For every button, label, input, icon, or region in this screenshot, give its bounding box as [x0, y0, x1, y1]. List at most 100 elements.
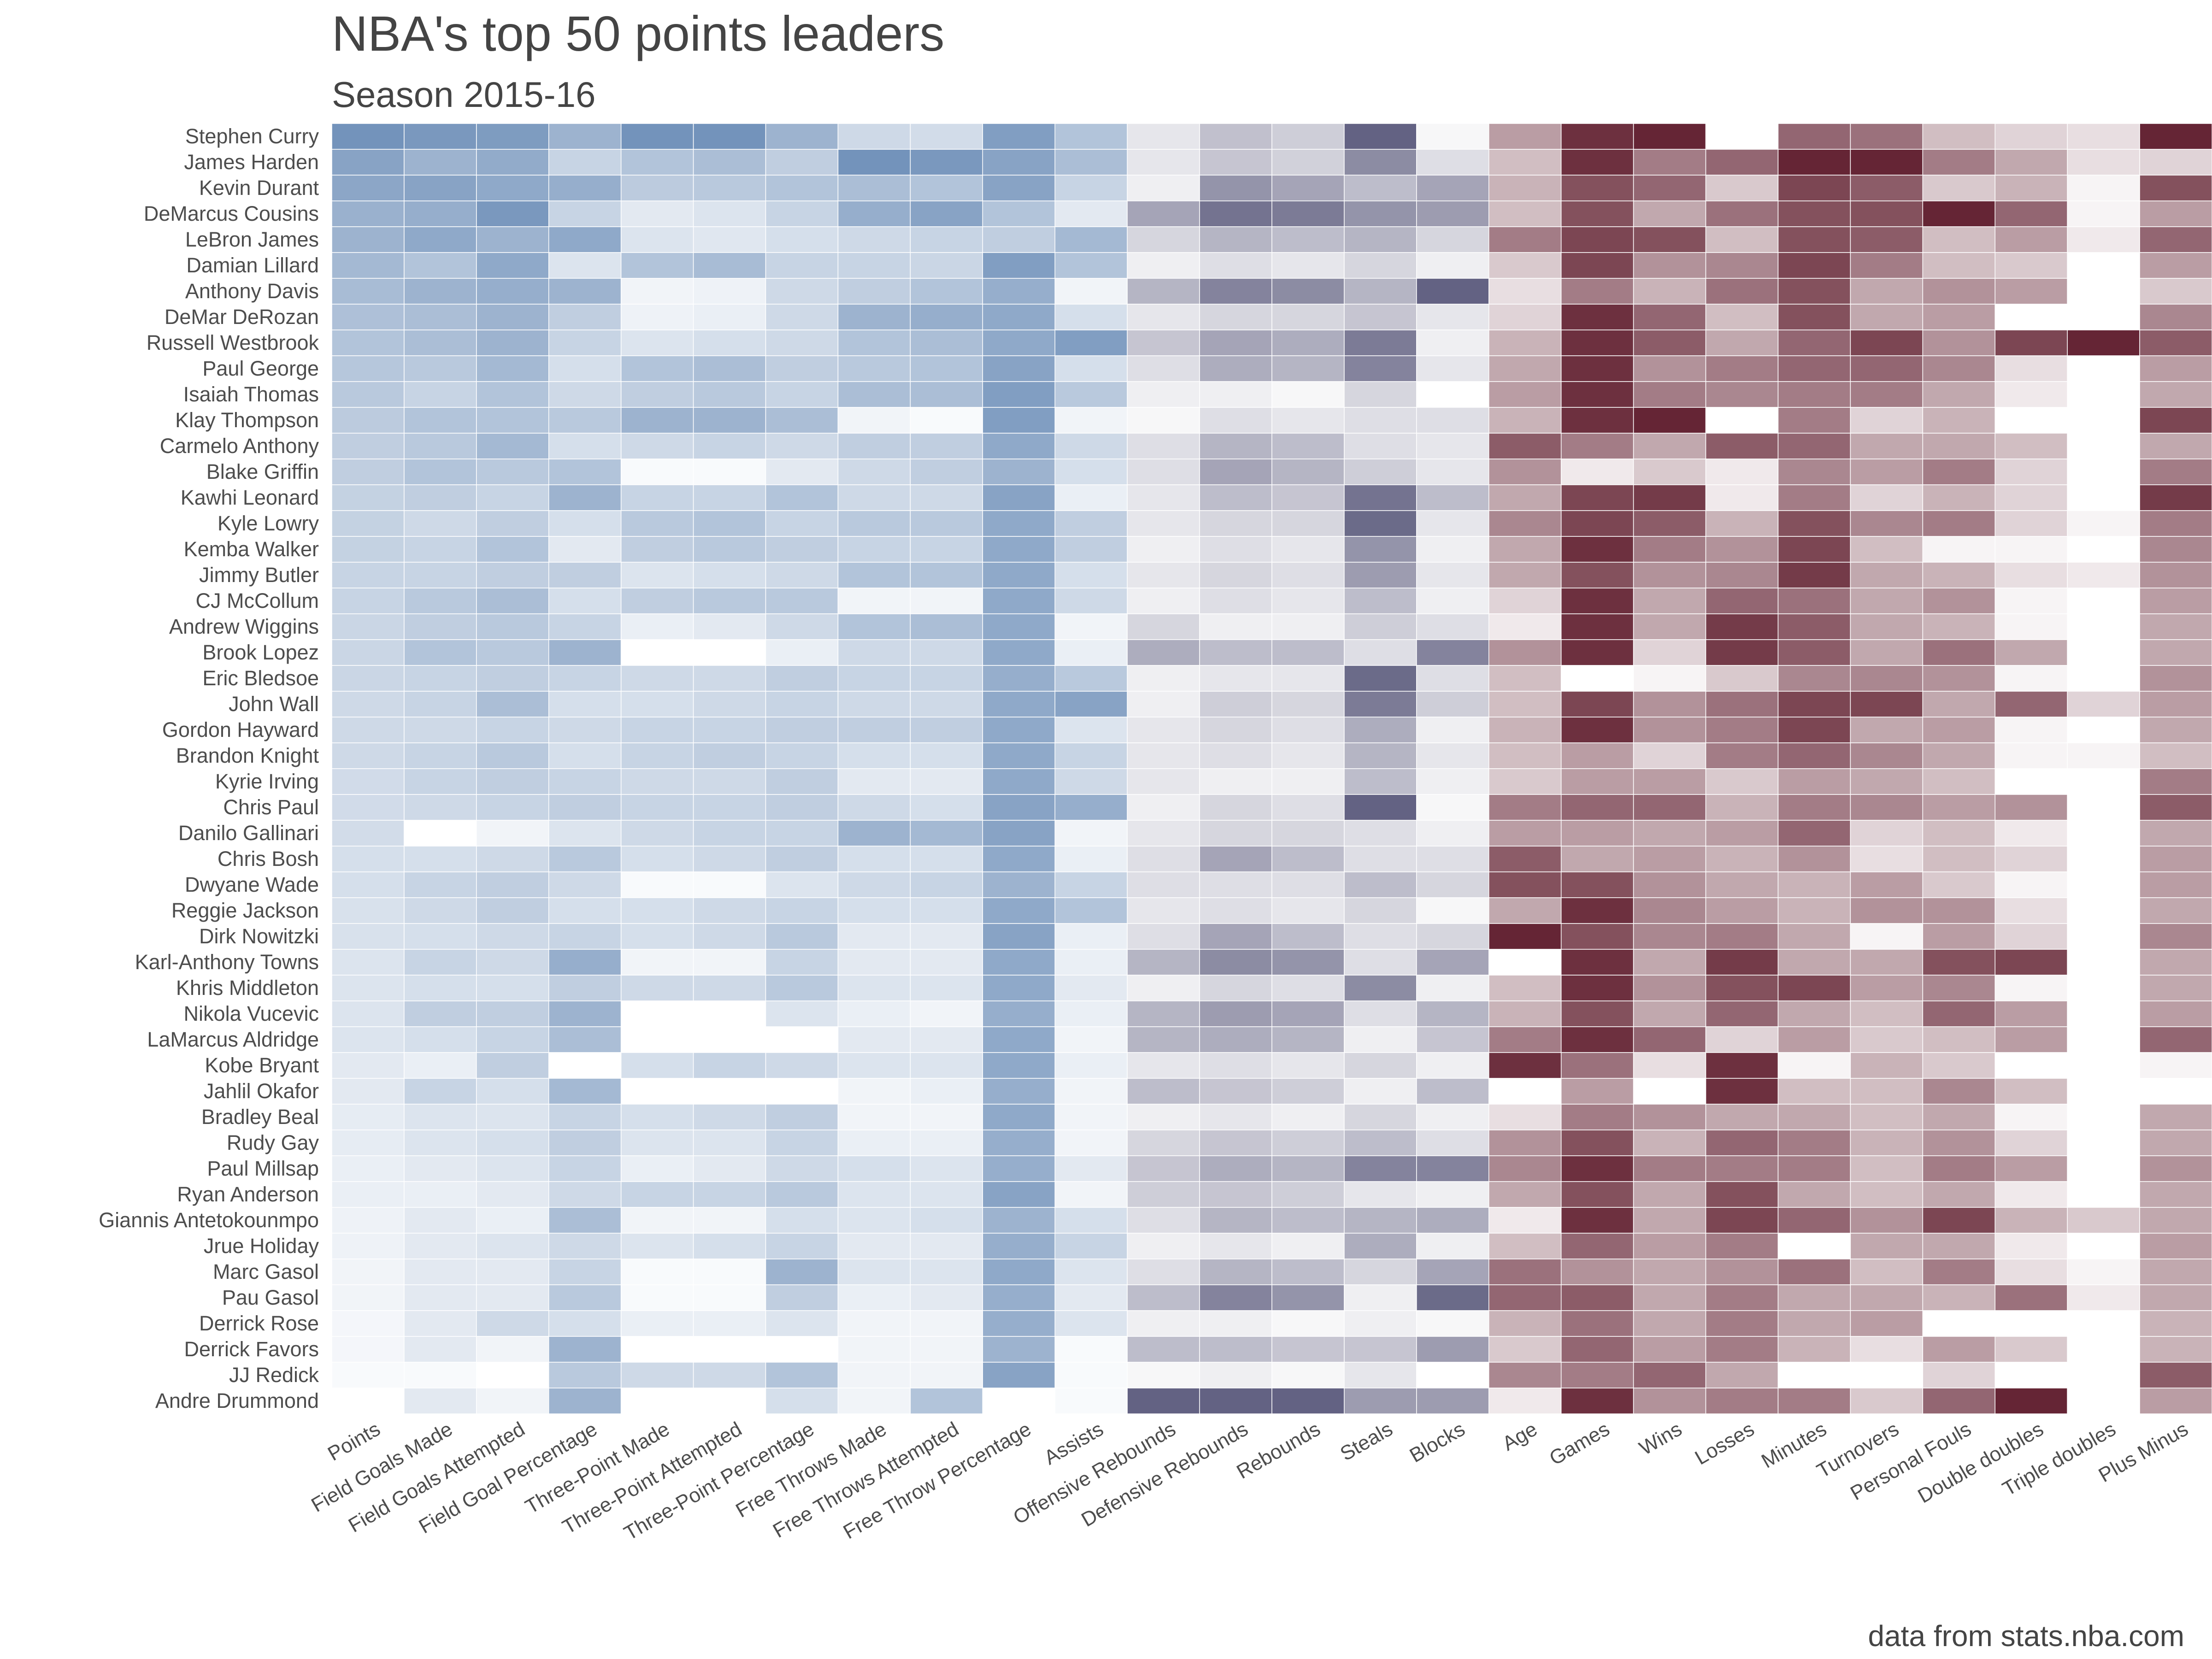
heatmap-cell-stephen-curry-personal-fouls	[1922, 123, 1995, 150]
heatmap-cell-andrew-wiggins-personal-fouls	[1922, 613, 1995, 640]
heatmap-cell-derrick-favors-rebounds	[1271, 1336, 1345, 1363]
heatmap-cell-paul-millsap-free-throws-made	[837, 1155, 911, 1182]
heatmap-cell-chris-bosh-triple-doubles	[2067, 846, 2140, 872]
heatmap-cell-jrue-holiday-field-goal-percentage	[548, 1233, 622, 1259]
heatmap-cell-andrew-wiggins-field-goals-attempted	[476, 613, 549, 640]
heatmap-cell-demar-derozan-personal-fouls	[1922, 304, 1995, 330]
heatmap-cell-paul-george-free-throws-attempted	[910, 355, 983, 382]
heatmap-cell-kawhi-leonard-free-throws-attempted	[910, 484, 983, 511]
heatmap-cell-stephen-curry-minutes	[1777, 123, 1851, 150]
heatmap-cell-kevin-durant-free-throws-made	[837, 175, 911, 201]
heatmap-cell-danilo-gallinari-three-point-attempted	[693, 820, 766, 847]
heatmap-cell-paul-george-field-goals-attempted	[476, 355, 549, 382]
heatmap-cell-andrew-wiggins-free-throws-attempted	[910, 613, 983, 640]
heatmap-cell-anthony-davis-steals	[1344, 278, 1417, 305]
heatmap-cell-anthony-davis-three-point-attempted	[693, 278, 766, 305]
heatmap-cell-lamarcus-aldridge-blocks	[1416, 1026, 1489, 1053]
heatmap-cell-jrue-holiday-triple-doubles	[2067, 1233, 2140, 1259]
heatmap-cell-giannis-antetokounmpo-field-goals-made	[404, 1207, 477, 1234]
heatmap-cell-kyle-lowry-plus-minus	[2139, 510, 2212, 537]
heatmap-cell-gordon-hayward-free-throws-attempted	[910, 717, 983, 743]
heatmap-cell-carmelo-anthony-rebounds	[1271, 433, 1345, 459]
heatmap-cell-gordon-hayward-free-throws-made	[837, 717, 911, 743]
heatmap-cell-eric-bledsoe-minutes	[1777, 665, 1851, 692]
row-label-john-wall: John Wall	[229, 692, 319, 716]
heatmap-cell-nikola-vucevic-triple-doubles	[2067, 1000, 2140, 1027]
heatmap-cell-jrue-holiday-games	[1560, 1233, 1634, 1259]
heatmap-cell-isaiah-thomas-steals	[1344, 381, 1417, 408]
heatmap-cell-marc-gasol-age	[1488, 1259, 1562, 1285]
heatmap-cell-kevin-durant-turnovers	[1850, 175, 1924, 201]
heatmap-cell-kevin-durant-wins	[1633, 175, 1706, 201]
heatmap-cell-chris-bosh-minutes	[1777, 846, 1851, 872]
heatmap-cell-ryan-anderson-field-goals-made	[404, 1181, 477, 1208]
heatmap-cell-anthony-davis-three-point-percentage	[765, 278, 839, 305]
heatmap-cell-russell-westbrook-blocks	[1416, 329, 1489, 356]
heatmap-cell-jj-redick-field-goals-made	[404, 1362, 477, 1388]
heatmap-cell-karl-anthony-towns-field-goals-made	[404, 949, 477, 976]
heatmap-cell-james-harden-defensive-rebounds	[1199, 149, 1272, 176]
heatmap-cell-eric-bledsoe-plus-minus	[2139, 665, 2212, 692]
heatmap-cell-gordon-hayward-games	[1560, 717, 1634, 743]
heatmap-cell-lamarcus-aldridge-field-goal-percentage	[548, 1026, 622, 1053]
heatmap-cell-chris-bosh-field-goal-percentage	[548, 846, 622, 872]
heatmap-cell-kemba-walker-field-goals-attempted	[476, 536, 549, 563]
heatmap-cell-giannis-antetokounmpo-free-throw-percentage	[982, 1207, 1055, 1234]
heatmap-cell-john-wall-three-point-made	[620, 691, 694, 718]
heatmap-cell-derrick-rose-double-doubles	[1994, 1310, 2068, 1337]
heatmap-cell-russell-westbrook-age	[1488, 329, 1562, 356]
heatmap-cell-brook-lopez-free-throws-made	[837, 639, 911, 666]
heatmap-cell-giannis-antetokounmpo-defensive-rebounds	[1199, 1207, 1272, 1234]
heatmap-cell-damian-lillard-assists	[1054, 252, 1128, 279]
heatmap-cell-karl-anthony-towns-games	[1560, 949, 1634, 976]
heatmap-cell-ryan-anderson-field-goals-attempted	[476, 1181, 549, 1208]
heatmap-cell-russell-westbrook-losses	[1705, 329, 1779, 356]
heatmap-cell-damian-lillard-blocks	[1416, 252, 1489, 279]
heatmap-cell-andre-drummond-defensive-rebounds	[1199, 1388, 1272, 1414]
heatmap-cell-lamarcus-aldridge-field-goals-attempted	[476, 1026, 549, 1053]
heatmap-cell-derrick-rose-offensive-rebounds	[1127, 1310, 1200, 1337]
heatmap-cell-bradley-beal-age	[1488, 1104, 1562, 1130]
heatmap-cell-jahlil-okafor-wins	[1633, 1078, 1706, 1105]
heatmap-cell-giannis-antetokounmpo-games	[1560, 1207, 1634, 1234]
heatmap-cell-russell-westbrook-points	[331, 329, 405, 356]
heatmap-cell-paul-millsap-wins	[1633, 1155, 1706, 1182]
heatmap-cell-brandon-knight-free-throw-percentage	[982, 742, 1055, 769]
heatmap-cell-khris-middleton-steals	[1344, 975, 1417, 1001]
heatmap-cell-kevin-durant-offensive-rebounds	[1127, 175, 1200, 201]
heatmap-cell-brook-lopez-losses	[1705, 639, 1779, 666]
heatmap-cell-khris-middleton-field-goals-made	[404, 975, 477, 1001]
heatmap-cell-danilo-gallinari-plus-minus	[2139, 820, 2212, 847]
heatmap-cell-andre-drummond-free-throw-percentage	[982, 1388, 1055, 1414]
heatmap-cell-jimmy-butler-field-goals-attempted	[476, 562, 549, 588]
heatmap-cell-jimmy-butler-three-point-made	[620, 562, 694, 588]
heatmap-cell-blake-griffin-field-goals-attempted	[476, 459, 549, 485]
heatmap-cell-john-wall-free-throw-percentage	[982, 691, 1055, 718]
heatmap-cell-cj-mccollum-double-doubles	[1994, 588, 2068, 614]
heatmap-cell-kyle-lowry-three-point-attempted	[693, 510, 766, 537]
heatmap-cell-jj-redick-three-point-attempted	[693, 1362, 766, 1388]
heatmap-cell-rudy-gay-age	[1488, 1130, 1562, 1156]
heatmap-cell-ryan-anderson-offensive-rebounds	[1127, 1181, 1200, 1208]
heatmap-cell-james-harden-three-point-attempted	[693, 149, 766, 176]
heatmap-cell-kyrie-irving-rebounds	[1271, 768, 1345, 795]
heatmap-cell-nikola-vucevic-plus-minus	[2139, 1000, 2212, 1027]
heatmap-cell-khris-middleton-defensive-rebounds	[1199, 975, 1272, 1001]
heatmap-cell-rudy-gay-defensive-rebounds	[1199, 1130, 1272, 1156]
heatmap-cell-bradley-beal-losses	[1705, 1104, 1779, 1130]
heatmap-cell-reggie-jackson-field-goal-percentage	[548, 897, 622, 924]
heatmap-cell-marc-gasol-free-throw-percentage	[982, 1259, 1055, 1285]
heatmap-cell-brook-lopez-points	[331, 639, 405, 666]
heatmap-cell-nikola-vucevic-field-goals-attempted	[476, 1000, 549, 1027]
heatmap-cell-brook-lopez-free-throw-percentage	[982, 639, 1055, 666]
heatmap-cell-paul-millsap-minutes	[1777, 1155, 1851, 1182]
heatmap-cell-carmelo-anthony-free-throws-attempted	[910, 433, 983, 459]
heatmap-cell-jimmy-butler-three-point-attempted	[693, 562, 766, 588]
heatmap-cell-dwyane-wade-wins	[1633, 871, 1706, 898]
heatmap-cell-kyle-lowry-minutes	[1777, 510, 1851, 537]
heatmap-cell-carmelo-anthony-minutes	[1777, 433, 1851, 459]
heatmap-cell-kobe-bryant-losses	[1705, 1052, 1779, 1079]
heatmap-cell-chris-paul-double-doubles	[1994, 794, 2068, 821]
heatmap-cell-kyrie-irving-three-point-percentage	[765, 768, 839, 795]
heatmap-cell-john-wall-turnovers	[1850, 691, 1924, 718]
